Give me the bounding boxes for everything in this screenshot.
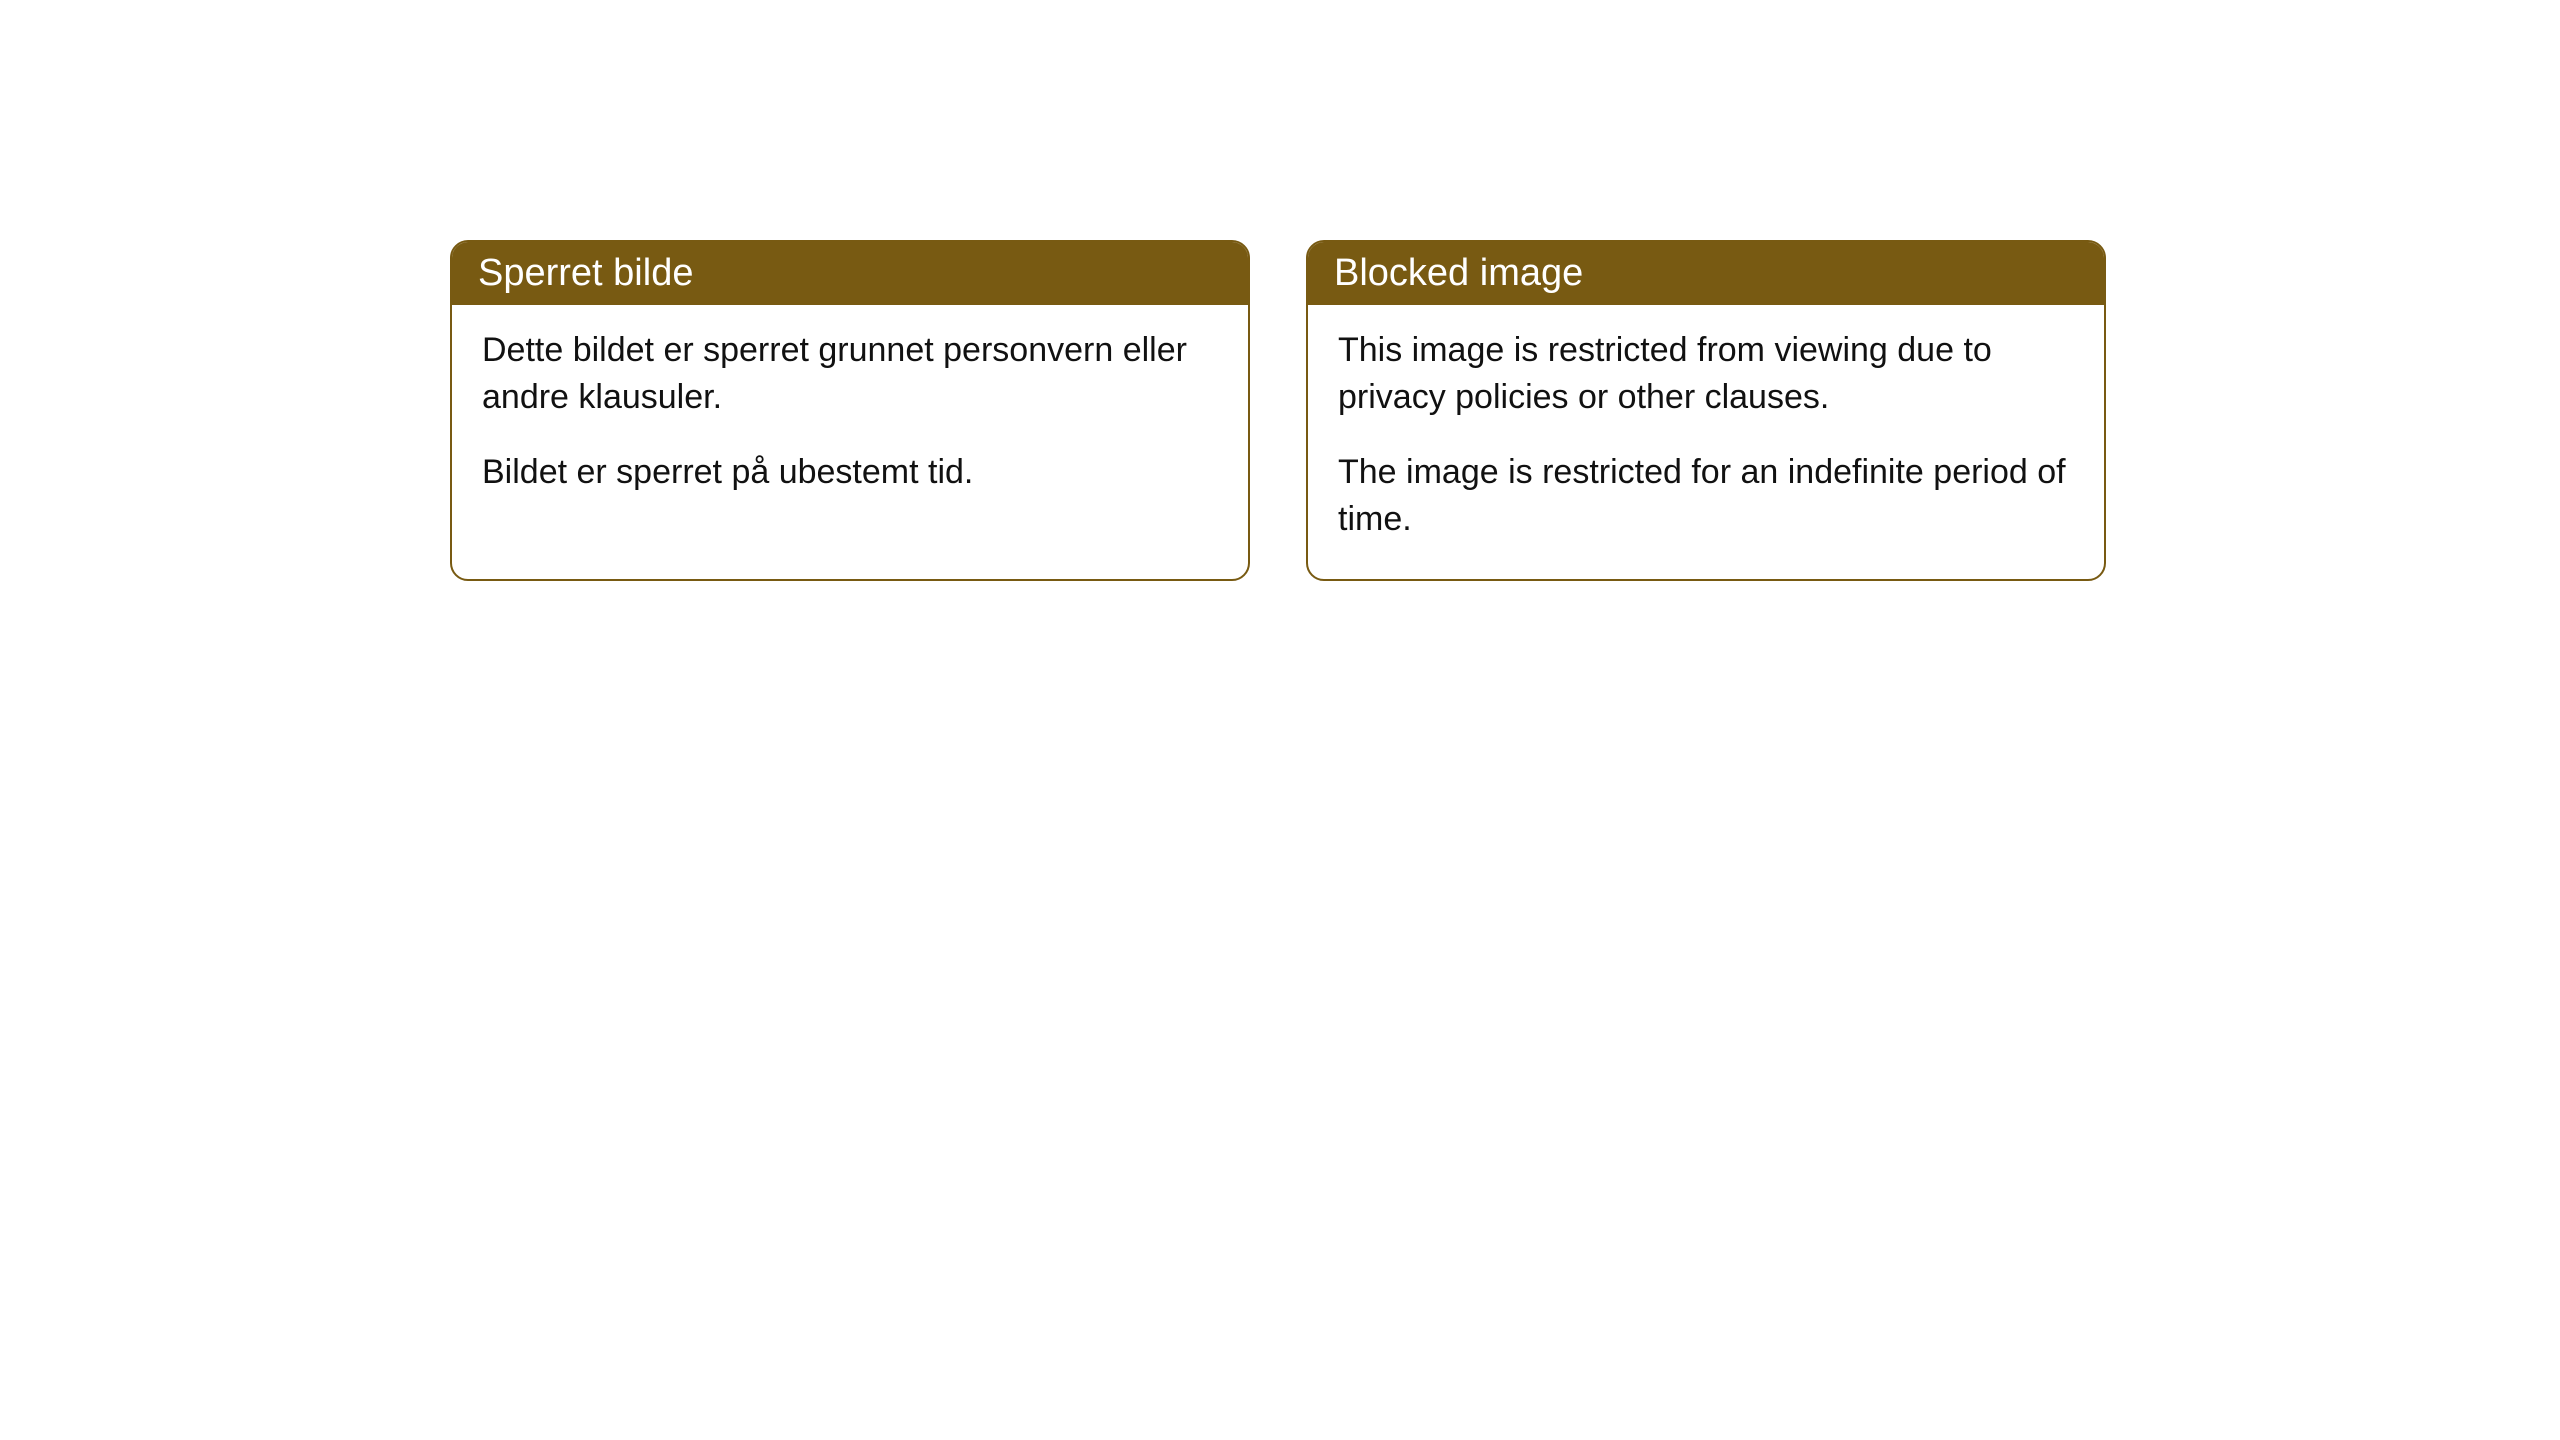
card-header: Sperret bilde (452, 242, 1248, 305)
blocked-image-card-en: Blocked image This image is restricted f… (1306, 240, 2106, 581)
card-text-1: This image is restricted from viewing du… (1338, 327, 2074, 421)
cards-container: Sperret bilde Dette bildet er sperret gr… (450, 240, 2560, 581)
card-body: Dette bildet er sperret grunnet personve… (452, 305, 1248, 532)
card-text-2: The image is restricted for an indefinit… (1338, 449, 2074, 543)
card-header: Blocked image (1308, 242, 2104, 305)
card-text-1: Dette bildet er sperret grunnet personve… (482, 327, 1218, 421)
card-body: This image is restricted from viewing du… (1308, 305, 2104, 579)
card-text-2: Bildet er sperret på ubestemt tid. (482, 449, 1218, 496)
card-title: Sperret bilde (478, 252, 693, 294)
blocked-image-card-no: Sperret bilde Dette bildet er sperret gr… (450, 240, 1250, 581)
card-title: Blocked image (1334, 252, 1583, 294)
